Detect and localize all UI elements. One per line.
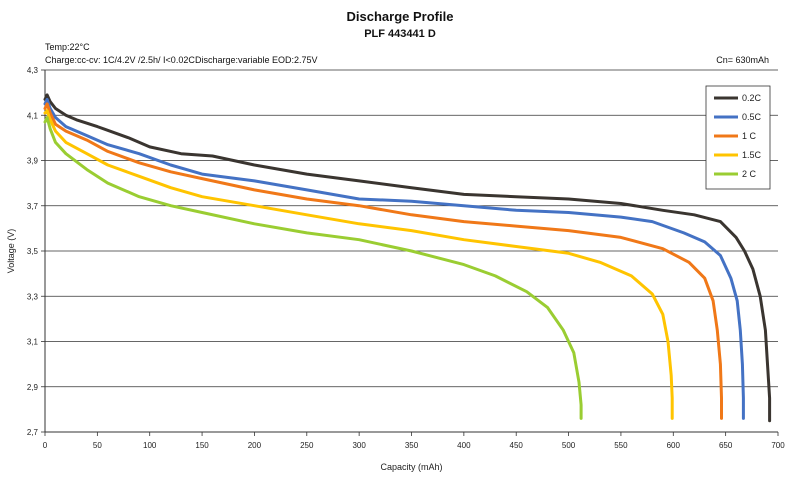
- x-tick-label: 350: [405, 441, 419, 450]
- y-tick-label: 3,7: [27, 202, 39, 211]
- x-tick-label: 200: [248, 441, 262, 450]
- y-tick-label: 3,9: [27, 157, 39, 166]
- chart-subtitle: PLF 443441 D: [364, 28, 436, 40]
- legend-label-4: 2 C: [742, 169, 757, 179]
- legend-label-3: 1.5C: [742, 150, 762, 160]
- discharge-note: Discharge:variable EOD:2.75V: [195, 55, 318, 65]
- legend-label-0: 0.2C: [742, 93, 762, 103]
- capacity-note: Cn= 630mAh: [716, 55, 769, 65]
- x-tick-label: 50: [93, 441, 102, 450]
- y-tick-label: 2,7: [27, 428, 39, 437]
- series-line-2: [43, 102, 723, 420]
- chart-title: Discharge Profile: [346, 9, 454, 24]
- x-tick-label: 300: [352, 441, 366, 450]
- y-axis-label: Voltage (V): [6, 229, 16, 274]
- x-tick-label: 550: [614, 441, 628, 450]
- series-line-1: [43, 97, 745, 420]
- x-tick-label: 700: [771, 441, 785, 450]
- x-tick-label: 450: [510, 441, 524, 450]
- x-tick-label: 600: [667, 441, 681, 450]
- y-tick-label: 3,5: [27, 247, 39, 256]
- y-tick-label: 3,1: [27, 338, 39, 347]
- legend-label-2: 1 C: [742, 131, 757, 141]
- y-tick-label: 4,1: [27, 111, 39, 120]
- x-axis-label: Capacity (mAh): [380, 462, 442, 472]
- x-tick-label: 100: [143, 441, 157, 450]
- x-tick-label: 650: [719, 441, 733, 450]
- legend-label-1: 0.5C: [742, 112, 762, 122]
- series-line-3: [43, 109, 674, 420]
- charge-note: Charge:cc-cv: 1C/4.2V /2.5h/ I<0.02C: [45, 55, 195, 65]
- temperature-note: Temp:22°C: [45, 42, 90, 52]
- x-tick-label: 500: [562, 441, 576, 450]
- y-tick-label: 2,9: [27, 383, 39, 392]
- x-tick-label: 250: [300, 441, 314, 450]
- series-line-4: [43, 116, 583, 420]
- x-tick-label: 400: [457, 441, 471, 450]
- x-tick-label: 150: [195, 441, 209, 450]
- x-tick-label: 0: [43, 441, 48, 450]
- series-line-0: [43, 93, 772, 423]
- y-tick-label: 4,3: [27, 66, 39, 75]
- y-tick-label: 3,3: [27, 292, 39, 301]
